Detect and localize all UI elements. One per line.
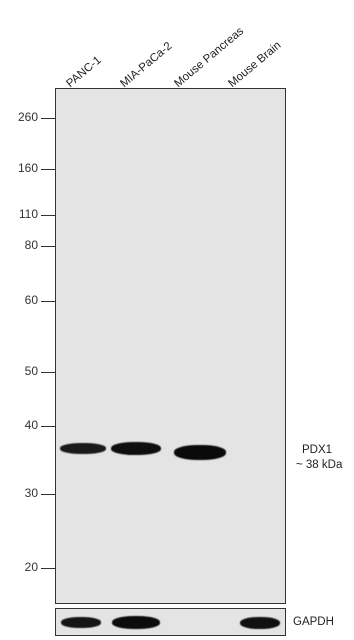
mw-label-260: 260 xyxy=(17,110,38,124)
loading-control-label: GAPDH xyxy=(293,616,334,628)
mw-tick-160 xyxy=(41,169,55,170)
target-name: PDX1 xyxy=(302,444,333,456)
target-size: ~ 38 kDa xyxy=(296,459,343,471)
mw-tick-20 xyxy=(41,568,55,569)
mw-label-80: 80 xyxy=(24,238,38,252)
mw-tick-80 xyxy=(41,246,55,247)
pdx1-band-panc1 xyxy=(60,443,106,454)
mw-tick-110 xyxy=(41,215,55,216)
mw-tick-60 xyxy=(41,301,55,302)
pdx1-band-mia-paca2 xyxy=(111,442,161,455)
mw-label-50: 50 xyxy=(24,364,38,378)
mw-label-30: 30 xyxy=(24,486,38,500)
main-blot-panel xyxy=(55,88,286,604)
gapdh-band-mia-paca2 xyxy=(112,616,160,629)
pdx1-band-mouse-pancreas xyxy=(174,445,226,460)
gapdh-band-panc1 xyxy=(61,617,101,628)
gapdh-band-mouse-brain xyxy=(240,617,280,629)
lane-label-panc1: PANC-1 xyxy=(64,54,104,90)
mw-label-40: 40 xyxy=(24,418,38,432)
mw-tick-40 xyxy=(41,426,55,427)
lane-label-mouse-brain: Mouse Brain xyxy=(226,39,284,90)
mw-tick-30 xyxy=(41,494,55,495)
mw-label-20: 20 xyxy=(24,560,38,574)
gapdh-blot-strip xyxy=(55,608,286,636)
mw-label-160: 160 xyxy=(17,161,38,175)
mw-label-60: 60 xyxy=(24,293,38,307)
mw-label-110: 110 xyxy=(18,207,38,221)
mw-tick-260 xyxy=(41,118,55,119)
mw-tick-50 xyxy=(41,372,55,373)
lane-label-mia-paca2: MIA-PaCa-2 xyxy=(118,40,175,90)
